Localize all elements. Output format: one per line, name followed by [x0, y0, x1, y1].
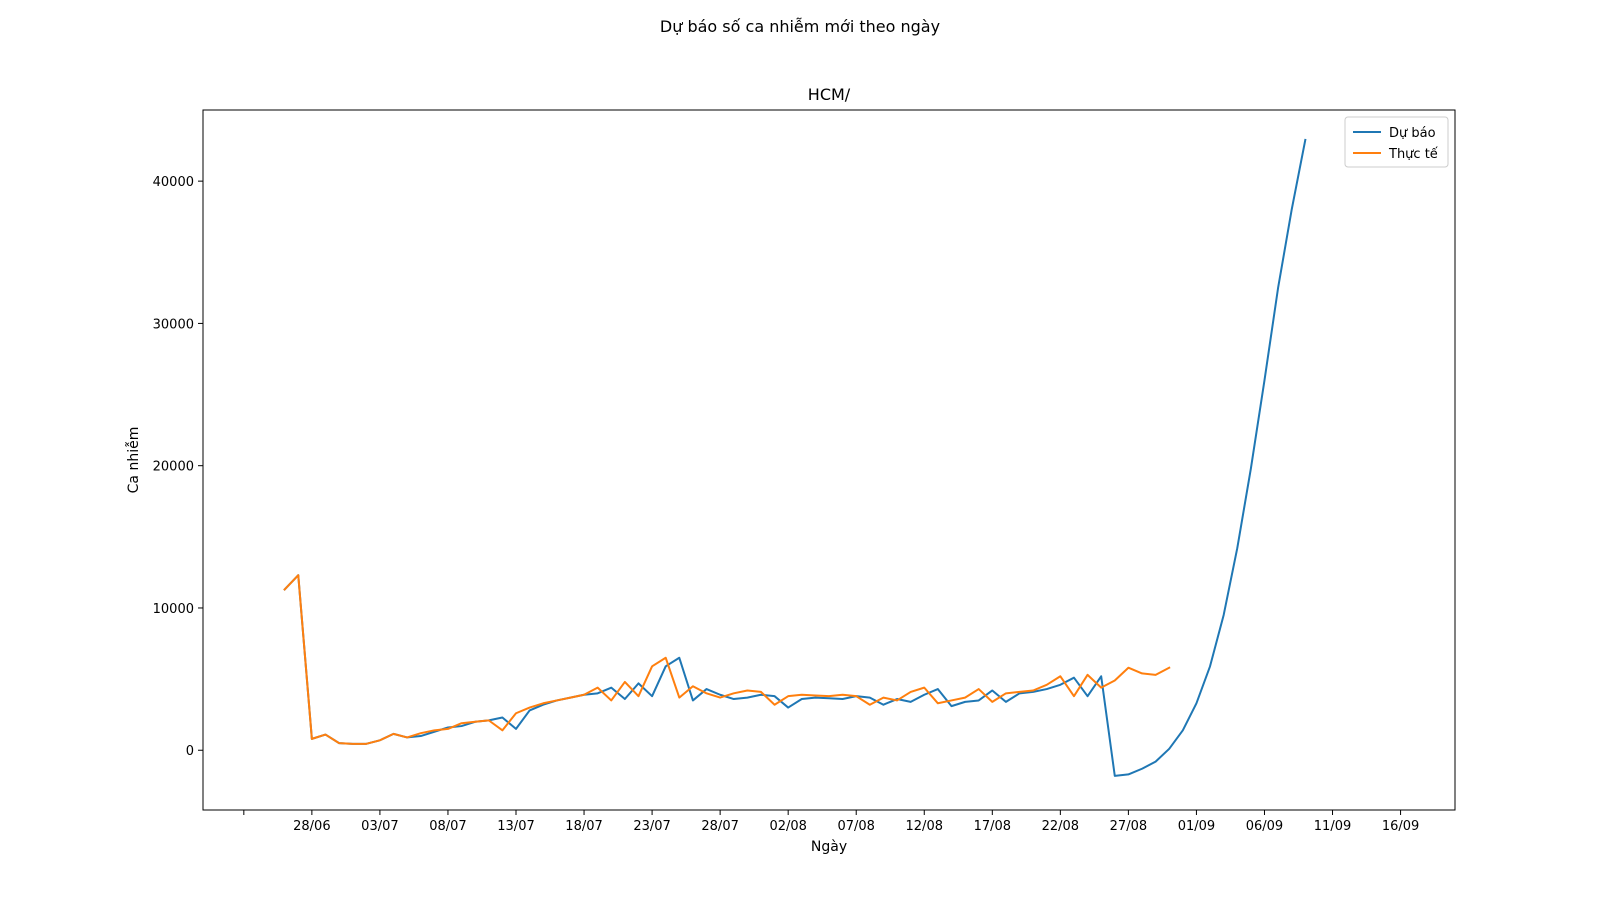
y-tick-label: 0 [186, 744, 194, 759]
y-tick-label: 20000 [153, 460, 194, 475]
x-tick-label: 03/07 [361, 819, 398, 834]
legend-label: Dự báo [1389, 126, 1436, 141]
x-tick-label: 06/09 [1246, 819, 1283, 834]
series-line-0 [283, 138, 1307, 777]
y-tick-label: 30000 [153, 317, 194, 332]
x-tick-label: 22/08 [1042, 819, 1079, 834]
x-tick-label: 16/09 [1382, 819, 1419, 834]
x-axis-label: Ngày [811, 839, 847, 855]
x-tick-label: 17/08 [974, 819, 1011, 834]
x-tick-label: 11/09 [1314, 819, 1351, 834]
x-tick-label: 13/07 [497, 819, 534, 834]
legend-box [1344, 116, 1449, 168]
series-layer [283, 138, 1307, 777]
x-tick-label: 28/06 [293, 819, 330, 834]
legend-label: Thực tế [1388, 147, 1438, 162]
x-tick-label: 07/08 [837, 819, 874, 834]
axes-title: HCM/ [808, 85, 851, 104]
y-axis: 0 10000 20000 30000 40000 [153, 175, 203, 759]
y-tick-label: 10000 [153, 602, 194, 617]
y-axis-label: Ca nhiễm [125, 427, 142, 494]
figure-suptitle: Dự báo số ca nhiễm mới theo ngày [659, 17, 941, 36]
x-tick-label: 23/07 [633, 819, 670, 834]
x-tick-label: 12/08 [906, 819, 943, 834]
x-axis: 28/06 03/07 08/07 13/07 18/07 23/07 28/07 02/08… [243, 810, 1419, 834]
y-tick-label: 40000 [153, 175, 194, 190]
x-tick-label: 27/08 [1110, 819, 1147, 834]
x-tick-label: 01/09 [1178, 819, 1215, 834]
x-tick-label: 18/07 [565, 819, 602, 834]
legend: Dự báo Thực tế [1344, 116, 1449, 168]
x-tick-label: 28/07 [701, 819, 738, 834]
x-tick-label: 02/08 [769, 819, 806, 834]
series-line-1 [283, 574, 1171, 745]
x-tick-label: 08/07 [429, 819, 466, 834]
plot-frame [202, 109, 1456, 811]
